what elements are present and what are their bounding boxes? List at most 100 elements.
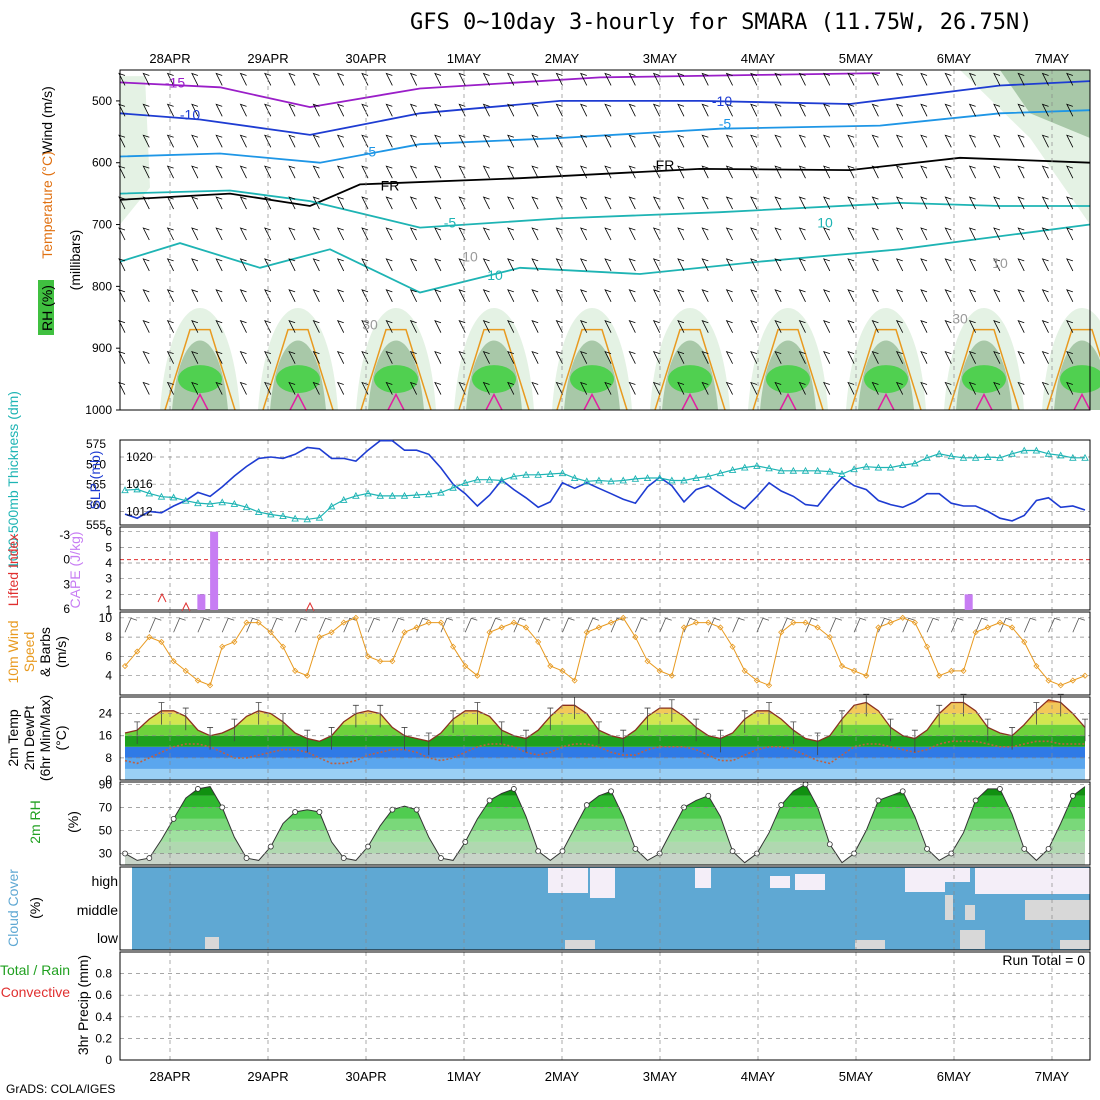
upper-air-frame [119, 69, 1091, 411]
wind-barb [847, 134, 855, 148]
wind-barb [482, 165, 490, 179]
wind-speed-point [547, 662, 554, 670]
cloud-block [695, 868, 711, 888]
wind-barb [701, 381, 709, 395]
thickness-point [352, 491, 360, 499]
wind-barb [336, 350, 345, 364]
wind-barb [993, 165, 1001, 179]
minmax-bar [1057, 693, 1064, 717]
wind-barb [701, 258, 709, 272]
minmax-bar [304, 729, 311, 753]
wind-barb [847, 320, 855, 333]
wind-speed-point [134, 648, 141, 655]
wind-barb [118, 258, 126, 272]
date-label-bottom: 28APR [149, 1069, 190, 1084]
thickness-point [364, 489, 372, 497]
wind-barb [750, 227, 758, 241]
wind-speed-point [887, 619, 894, 626]
wind-barb [336, 134, 345, 148]
wind-barb [895, 103, 904, 117]
wind-speed-point [522, 624, 530, 631]
rh-point [559, 848, 566, 855]
thickness-point [206, 500, 214, 507]
wind-barb [847, 289, 855, 302]
wind-barb-10m [659, 617, 672, 633]
minmax-bar [523, 729, 530, 753]
wind-speed-point [753, 677, 760, 684]
wind-barb [288, 103, 296, 117]
thickness-point [121, 486, 129, 494]
wind-barb [750, 289, 758, 302]
rh-point [438, 855, 444, 861]
isotherm-warm [458, 328, 530, 411]
wind-barb [434, 134, 442, 148]
thickness-point [947, 452, 956, 460]
temp-band [125, 724, 1085, 736]
wind-barb [482, 72, 490, 86]
wind-barb [166, 196, 174, 210]
minmax-bar [644, 707, 651, 731]
wind-barb [798, 381, 806, 395]
minmax-bar [984, 718, 991, 742]
wind-barb [482, 196, 490, 210]
wind-barb [239, 134, 247, 148]
wind-barb [312, 381, 320, 395]
contour-label: 10 [992, 255, 1008, 271]
isotherm-hot [877, 392, 895, 411]
wind-barb [118, 320, 126, 333]
wind-barb [823, 165, 831, 179]
wind-speed-point [936, 672, 943, 679]
wind-barb [652, 320, 661, 333]
thickness-point [740, 463, 749, 471]
wind-barb [361, 72, 369, 86]
minmax-bar [838, 710, 845, 733]
slp-tick-label: 1012 [126, 504, 153, 518]
wind-barb [993, 258, 1001, 272]
wind-barb [823, 103, 831, 117]
wind-barb [968, 103, 976, 117]
minmax-bar [498, 721, 505, 745]
isotherm-hot [485, 392, 503, 411]
wind-barb [968, 258, 976, 272]
temp2m-frame [119, 696, 1091, 781]
wind-barb-10m [1023, 617, 1037, 633]
wind-barb-10m [950, 617, 964, 633]
wind-barb [264, 289, 272, 302]
wind-barb-10m [975, 617, 988, 633]
wind-barb [482, 320, 490, 333]
wind-barb [191, 103, 199, 117]
wind-barb [652, 196, 661, 210]
wind-barb [531, 134, 539, 148]
wind-speed-point [571, 677, 578, 684]
wind-barb [604, 258, 612, 272]
rh-shade-mid [1000, 70, 1090, 138]
wind-barb [385, 72, 393, 86]
wind-barb [1017, 227, 1025, 241]
wind-barb [871, 165, 879, 179]
wind-speed-point [705, 619, 712, 626]
wind-barb [288, 381, 296, 395]
wind-barb [409, 196, 418, 210]
wind-barb [871, 134, 879, 148]
wind-barb [774, 165, 782, 179]
wind-barb [750, 103, 758, 117]
contour-label: 30 [362, 317, 378, 333]
wind-barb [579, 381, 588, 395]
wind-barb [142, 196, 150, 210]
cloud-block [945, 895, 953, 920]
wind-barb-10m [1072, 617, 1085, 633]
cape-tick-label: 5 [105, 540, 112, 554]
rh-point [608, 788, 614, 795]
wind-barb [239, 165, 247, 179]
wind-barb [968, 289, 976, 302]
wind-barb [895, 196, 904, 210]
wind-barb [191, 258, 199, 272]
wind-barb [677, 320, 685, 333]
wind-barb [1066, 350, 1074, 364]
thickness-point [339, 495, 348, 503]
wind-tick-label: 6 [105, 649, 112, 663]
lifted-index-tick-label: 0 [63, 553, 70, 567]
wind-speed-point [1045, 677, 1052, 684]
wind-barb [434, 196, 442, 210]
wind-barb [118, 134, 126, 148]
